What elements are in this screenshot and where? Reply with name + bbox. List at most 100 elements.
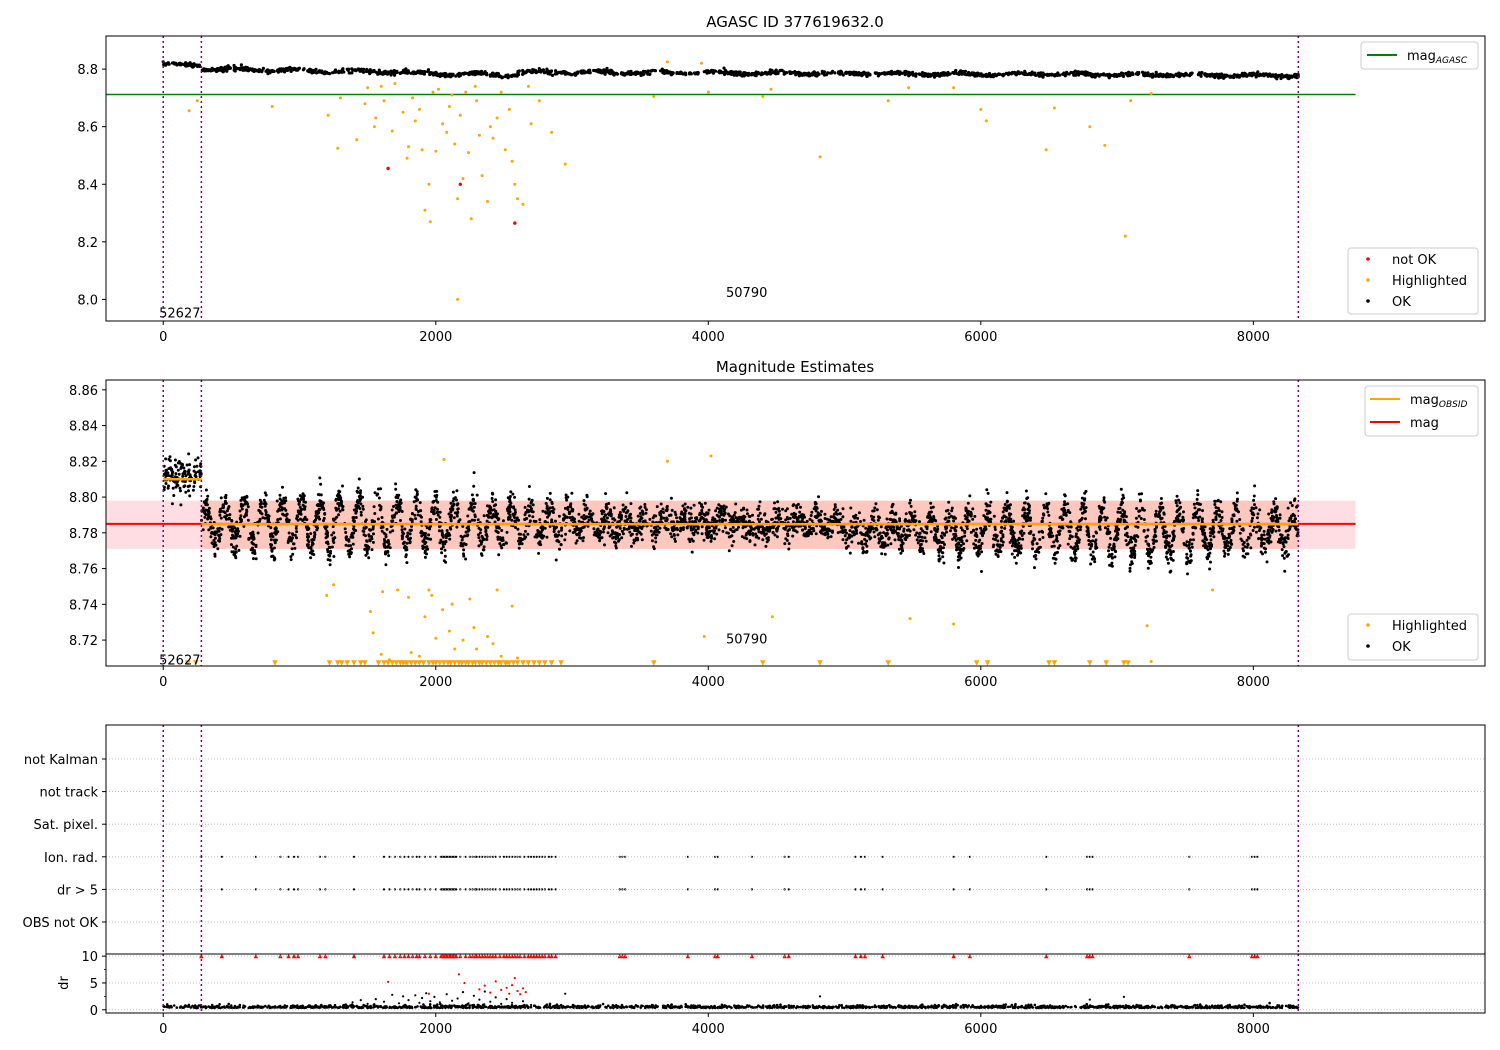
ok-point xyxy=(876,74,881,78)
ok-point xyxy=(643,503,647,506)
ok-point xyxy=(366,547,370,551)
ok-point xyxy=(841,507,845,511)
ok-point xyxy=(1063,500,1067,504)
ok-point xyxy=(1107,549,1110,553)
ok-point xyxy=(429,71,433,75)
ok-point xyxy=(312,69,316,73)
ok-point xyxy=(201,506,205,510)
ok-point xyxy=(262,498,266,502)
highlighted-point xyxy=(700,61,703,65)
x-tick-label: 2000 xyxy=(419,330,452,345)
ok-point xyxy=(715,532,719,536)
ok-point xyxy=(1137,71,1141,75)
ok-point xyxy=(1248,532,1252,536)
ok-point xyxy=(1148,74,1152,78)
ok-point xyxy=(1235,519,1239,523)
ok-point xyxy=(418,501,422,505)
ok-point xyxy=(1171,550,1175,553)
ok-point xyxy=(1235,491,1239,495)
ok-point xyxy=(1138,499,1142,503)
ok-point xyxy=(877,537,881,541)
ok-point xyxy=(234,547,238,551)
highlighted-point xyxy=(1103,143,1107,147)
ok-point xyxy=(828,71,833,75)
ok-point xyxy=(1033,566,1036,570)
ok-point xyxy=(501,519,505,523)
ok-point xyxy=(458,73,462,77)
highlighted-point xyxy=(355,138,359,142)
ok-point xyxy=(843,534,847,538)
ok-point xyxy=(957,72,961,76)
ok-point xyxy=(967,70,971,75)
ok-point xyxy=(276,518,280,522)
ok-point xyxy=(559,70,563,74)
ok-point xyxy=(766,72,770,76)
ok-point xyxy=(1005,491,1009,495)
ok-point xyxy=(1280,548,1284,552)
ok-point xyxy=(1073,545,1077,549)
ok-point xyxy=(447,512,451,516)
ok-point xyxy=(1074,541,1078,545)
ok-point xyxy=(183,470,187,474)
ok-point xyxy=(795,530,799,534)
ok-point xyxy=(563,506,567,510)
ok-point xyxy=(448,526,452,530)
ok-point xyxy=(174,472,178,476)
ok-point xyxy=(687,537,691,541)
ok-point xyxy=(554,519,557,523)
ok-point xyxy=(328,546,332,549)
ok-point xyxy=(1157,73,1161,77)
ok-point xyxy=(764,532,768,536)
ok-point xyxy=(761,538,765,542)
ok-point xyxy=(810,510,814,514)
ok-point xyxy=(624,515,628,518)
ok-point xyxy=(909,498,912,502)
ok-point xyxy=(519,537,523,541)
ok-point xyxy=(651,516,655,520)
ok-point xyxy=(524,70,529,74)
ok-point xyxy=(702,538,706,542)
ok-point xyxy=(432,72,436,76)
ok-point xyxy=(857,73,861,77)
ok-point xyxy=(690,537,694,541)
ok-point xyxy=(325,529,329,533)
ok-point xyxy=(1162,511,1166,515)
ok-point xyxy=(940,531,944,535)
ok-point xyxy=(979,526,983,530)
ok-point xyxy=(1226,552,1230,556)
highlighted-point xyxy=(428,220,432,224)
highlighted-point xyxy=(491,136,495,140)
ok-point xyxy=(338,502,342,505)
ok-point xyxy=(809,514,813,517)
ok-point xyxy=(1082,72,1086,76)
ok-point xyxy=(181,474,185,478)
ok-point xyxy=(1001,510,1005,514)
ok-point xyxy=(230,536,233,540)
axes-frame xyxy=(105,35,1486,322)
ok-point xyxy=(952,519,956,523)
ok-point xyxy=(1163,531,1167,535)
ok-point xyxy=(216,547,220,551)
legend-points-box xyxy=(1347,247,1479,315)
ok-point xyxy=(677,71,681,76)
highlighted-point xyxy=(886,99,890,103)
ok-point xyxy=(1247,73,1251,77)
ok-point xyxy=(838,72,842,76)
ok-point xyxy=(586,70,590,74)
ok-point xyxy=(989,500,993,504)
ok-point xyxy=(235,544,239,548)
ok-point xyxy=(1070,535,1074,539)
ok-point xyxy=(357,67,361,71)
ok-point xyxy=(936,548,940,552)
ok-point xyxy=(402,532,406,536)
ok-point xyxy=(365,67,369,72)
ok-point xyxy=(745,72,749,76)
ok-point xyxy=(1032,533,1036,537)
ok-point xyxy=(334,498,338,502)
ok-point xyxy=(683,515,687,519)
ok-point xyxy=(1141,70,1145,74)
ok-point xyxy=(637,71,642,75)
ok-point xyxy=(1023,511,1027,515)
ok-point xyxy=(269,532,272,536)
ok-point xyxy=(670,508,674,512)
